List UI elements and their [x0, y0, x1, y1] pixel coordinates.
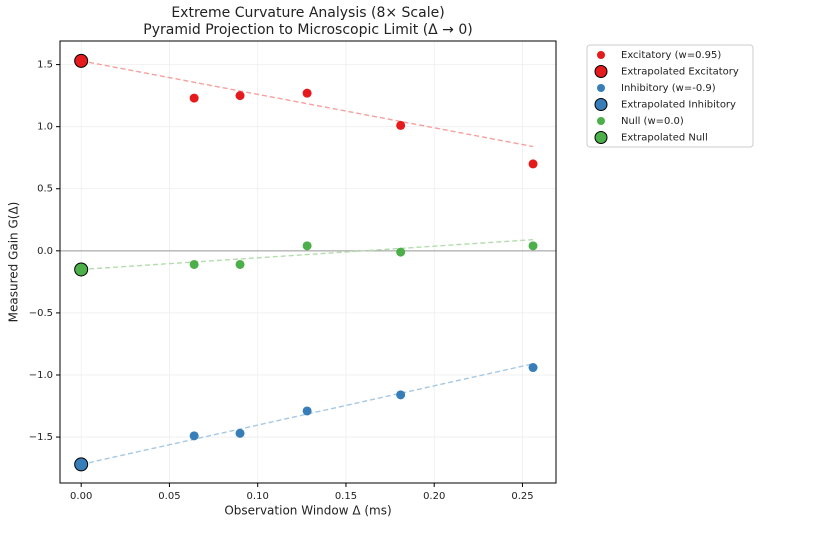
fit-line	[81, 60, 534, 148]
point	[396, 120, 406, 130]
fit-line	[81, 363, 534, 466]
extrapolated-point	[74, 457, 89, 472]
y-tick-label: −0.5	[29, 308, 53, 319]
point	[189, 93, 199, 103]
legend-marker	[594, 98, 608, 111]
y-tick-label: −1.0	[29, 370, 53, 381]
point	[302, 406, 312, 416]
x-tick-label: 0.25	[511, 491, 533, 502]
point	[235, 259, 245, 269]
point	[189, 431, 199, 441]
legend-label: Null (w=0.0)	[621, 116, 684, 127]
legend-label: Extrapolated Excitatory	[621, 67, 739, 78]
legend-label: Extrapolated Inhibitory	[621, 100, 736, 111]
x-tick-label: 0.20	[423, 491, 445, 502]
y-tick-label: 0.0	[37, 246, 53, 257]
point	[302, 241, 312, 251]
chart-subtitle: Pyramid Projection to Microscopic Limit …	[143, 22, 472, 38]
legend-marker	[594, 65, 608, 78]
legend-label: Extrapolated Null	[621, 133, 708, 144]
extrapolated-point	[74, 53, 89, 68]
legend-marker	[597, 51, 605, 59]
plot-frame	[59, 40, 557, 484]
point	[396, 390, 406, 400]
x-tick-label: 0.15	[335, 491, 357, 502]
point	[235, 91, 245, 101]
point	[528, 159, 538, 169]
x-tick-label: 0.05	[158, 491, 180, 502]
y-axis-label: Measured Gain G(Δ)	[7, 202, 21, 323]
legend-marker	[597, 117, 605, 125]
y-tick-label: −1.5	[29, 432, 53, 443]
point	[396, 247, 406, 257]
point	[235, 428, 245, 438]
point	[528, 363, 538, 373]
legend-marker	[594, 131, 608, 144]
point	[528, 241, 538, 251]
y-tick-label: 1.5	[37, 60, 53, 71]
legend-marker	[597, 84, 605, 92]
extrapolated-point	[74, 262, 89, 277]
legend-label: Inhibitory (w=-0.9)	[621, 83, 716, 94]
y-tick-label: 0.5	[37, 184, 53, 195]
x-tick-label: 0.00	[70, 491, 92, 502]
point	[189, 259, 199, 269]
legend: Excitatory (w=0.95) Extrapolated Excitato…	[586, 44, 754, 148]
legend-box	[586, 44, 754, 148]
fit-line	[81, 238, 534, 271]
x-tick-label: 0.10	[247, 491, 269, 502]
y-tick-label: 1.0	[37, 122, 53, 133]
point	[302, 88, 312, 98]
x-axis-label: Observation Window Δ (ms)	[224, 504, 391, 518]
legend-label: Excitatory (w=0.95)	[621, 50, 721, 61]
chart-title: Extreme Curvature Analysis (8× Scale)	[171, 5, 444, 21]
